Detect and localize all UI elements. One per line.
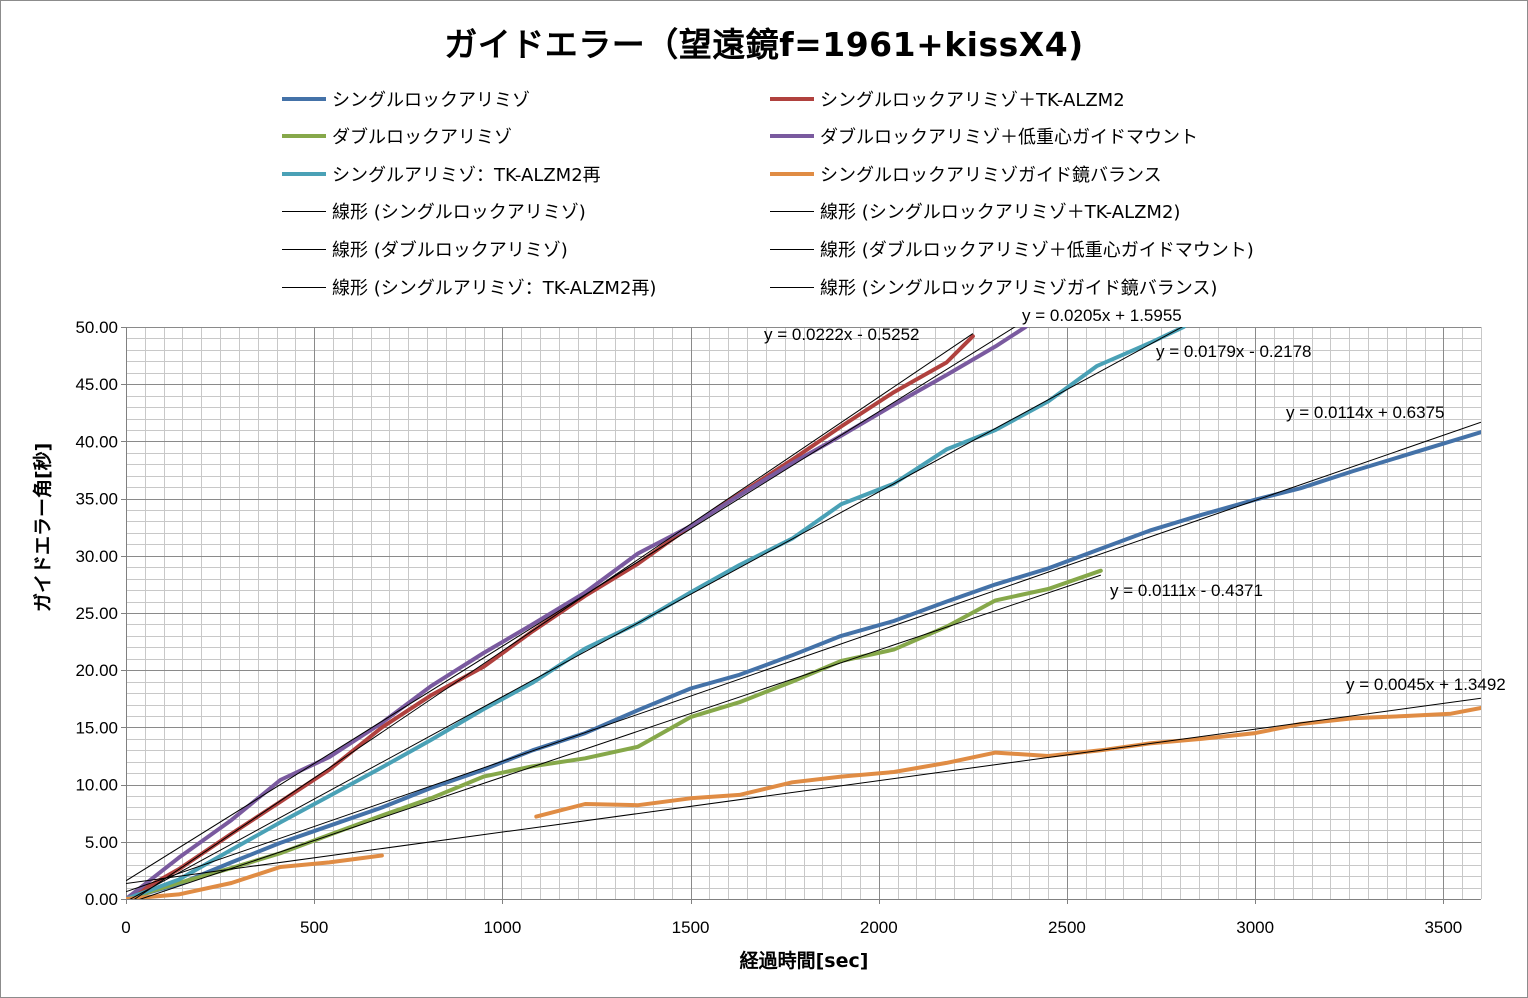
legend-swatch — [770, 172, 814, 176]
legend-item: シングルアリミゾ：TK-ALZM2再 — [282, 159, 601, 189]
legend-label: ダブルロックアリミゾ — [332, 127, 512, 148]
legend-label: シングルアリミゾ：TK-ALZM2再 — [332, 165, 601, 186]
y-tick-label: 5.00 — [85, 833, 118, 852]
legend-label: シングルロックアリミゾ — [332, 90, 530, 111]
trendline — [126, 421, 1481, 893]
legend-item: シングルロックアリミゾガイド鏡バランス — [770, 159, 1162, 189]
series-line — [126, 327, 1186, 899]
legend-item: 線形 (シングルロックアリミゾガイド鏡バランス) — [770, 272, 1217, 302]
y-tick-label: 0.00 — [85, 890, 118, 909]
legend-swatch — [770, 286, 814, 288]
trendline — [139, 574, 1102, 899]
legend-item: 線形 (シングルロックアリミゾ＋TK-ALZM2) — [770, 196, 1180, 226]
legend-swatch — [770, 97, 814, 101]
legend-swatch — [282, 134, 326, 138]
legend-item: 線形 (ダブルロックアリミゾ) — [282, 234, 568, 264]
legend-label: シングルロックアリミゾ＋TK-ALZM2 — [820, 90, 1125, 111]
legend-item: 線形 (シングルロックアリミゾ) — [282, 196, 586, 226]
y-tick-label: 45.00 — [75, 375, 118, 394]
trendline — [126, 327, 1016, 882]
x-tick-label: 1500 — [672, 918, 710, 937]
y-tick-label: 20.00 — [75, 661, 118, 680]
y-tick-label: 40.00 — [75, 432, 118, 451]
series-line — [126, 327, 1028, 899]
legend-item: シングルロックアリミゾ＋TK-ALZM2 — [770, 84, 1125, 114]
x-axis-label: 経過時間[sec] — [739, 950, 869, 972]
legend-swatch — [282, 210, 326, 212]
legend-item: 線形 (ダブルロックアリミゾ＋低重心ガイドマウント) — [770, 234, 1254, 264]
x-tick-label: 2000 — [860, 918, 898, 937]
legend-item: ダブルロックアリミゾ — [282, 121, 512, 151]
y-tick-label: 15.00 — [75, 718, 118, 737]
trendline-equation: y = 0.0114x + 0.6375 — [1286, 403, 1444, 422]
x-tick-label: 3500 — [1424, 918, 1462, 937]
legend-label: 線形 (シングルロックアリミゾガイド鏡バランス) — [820, 278, 1218, 299]
trendline — [129, 327, 1183, 899]
legend-swatch — [770, 210, 814, 212]
y-axis-label: ガイドエラー角[秒] — [32, 442, 54, 612]
y-tick-label: 10.00 — [75, 776, 118, 795]
trendline-equation: y = 0.0045x + 1.3492 — [1346, 675, 1506, 694]
plot-content — [126, 327, 1481, 899]
major-grid — [126, 327, 1481, 899]
x-tick-label: 3000 — [1236, 918, 1274, 937]
trendline-equation: y = 0.0179x - 0.2178 — [1156, 342, 1311, 361]
y-tick-label: 35.00 — [75, 490, 118, 509]
x-tick-label: 500 — [300, 918, 328, 937]
legend-swatch — [282, 97, 326, 101]
legend-label: 線形 (シングルアリミゾ：TK-ALZM2再) — [332, 278, 657, 299]
trendline-equation: y = 0.0222x - 0.5252 — [764, 325, 919, 344]
trendline — [126, 697, 1481, 885]
y-tick-label: 50.00 — [75, 318, 118, 337]
legend-swatch — [770, 134, 814, 138]
legend-label: シングルロックアリミゾガイド鏡バランス — [820, 165, 1162, 186]
legend-label: 線形 (シングルロックアリミゾ) — [332, 202, 586, 223]
trendline-equation: y = 0.0205x + 1.5955 — [1022, 306, 1182, 325]
x-tick-label: 0 — [121, 918, 130, 937]
legend-swatch — [282, 286, 326, 288]
legend-swatch — [770, 248, 814, 250]
y-tick-label: 30.00 — [75, 547, 118, 566]
legend-label: 線形 (ダブルロックアリミゾ) — [332, 240, 568, 261]
legend-item: 線形 (シングルアリミゾ：TK-ALZM2再) — [282, 272, 656, 302]
legend-item: ダブルロックアリミゾ＋低重心ガイドマウント — [770, 121, 1198, 151]
x-tick-label: 1000 — [483, 918, 521, 937]
legend-label: ダブルロックアリミゾ＋低重心ガイドマウント — [820, 127, 1198, 148]
legend: シングルロックアリミゾ シングルロックアリミゾ＋TK-ALZM2 ダブルロックア… — [0, 0, 1528, 320]
trendline-equation: y = 0.0111x - 0.4371 — [1110, 581, 1263, 600]
trendline — [134, 333, 974, 899]
legend-swatch — [282, 172, 326, 176]
chart-title: ガイドエラー（望遠鏡f=1961+kissX4) — [444, 25, 1084, 64]
legend-label: 線形 (シングルロックアリミゾ＋TK-ALZM2) — [820, 202, 1181, 223]
series-line — [126, 430, 1481, 899]
legend-swatch — [282, 248, 326, 250]
y-tick-label: 25.00 — [75, 604, 118, 623]
series-line — [126, 706, 1481, 899]
legend-item: シングルロックアリミゾ — [282, 84, 530, 114]
legend-label: 線形 (ダブルロックアリミゾ＋低重心ガイドマウント) — [820, 240, 1254, 261]
series-line — [126, 334, 975, 899]
x-tick-label: 2500 — [1048, 918, 1086, 937]
